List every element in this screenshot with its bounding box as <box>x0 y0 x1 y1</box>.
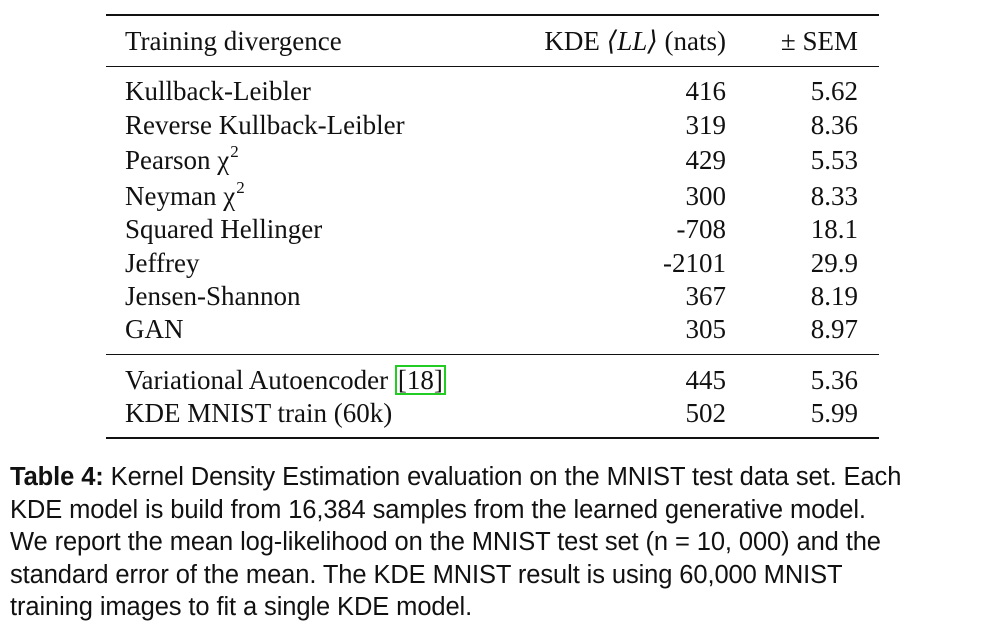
row-sem-value: 5.99 <box>810 398 858 428</box>
table-row: Variational Autoencoder [18] 445 5.36 <box>106 363 879 397</box>
row-sem-value: 5.53 <box>810 145 858 175</box>
header-sem: ± SEM <box>780 26 858 56</box>
caption-label: Table 4: <box>10 463 104 491</box>
row-sem-value: 8.33 <box>810 181 858 211</box>
row-name: Variational Autoencoder [18] <box>125 363 446 397</box>
row-name-superscript: 2 <box>230 142 239 161</box>
row-kde-value: 300 <box>685 181 727 211</box>
table-row: Squared Hellinger -708 18.1 <box>106 212 879 246</box>
row-sem-value: 8.19 <box>810 281 858 311</box>
row-name: Squared Hellinger <box>125 214 323 244</box>
header-training-divergence: Training divergence <box>125 26 342 56</box>
table-caption: Table 4: Kernel Density Estimation evalu… <box>10 461 978 624</box>
row-name: Jensen-Shannon <box>125 281 301 311</box>
row-kde-value: 305 <box>685 314 727 344</box>
caption-line-text: Kernel Density Estimation evaluation on … <box>103 463 902 491</box>
caption-line: standard error of the mean. The KDE MNIS… <box>10 560 843 589</box>
caption-line: training images to fit a single KDE mode… <box>10 593 473 621</box>
row-sem-value: 8.97 <box>810 314 858 344</box>
top-rule <box>106 14 879 16</box>
header-kde-math: ⟨LL⟩ <box>606 26 658 56</box>
header-kde-prefix: KDE <box>544 26 607 56</box>
row-kde-value: 319 <box>685 110 727 140</box>
table-row: Pearson χ2 429 5.53 <box>106 142 879 177</box>
table-row: Jensen-Shannon 367 8.19 <box>106 279 879 313</box>
table-header-row: Training divergence KDE ⟨LL⟩ (nats) ± SE… <box>106 24 879 58</box>
citation-link[interactable]: [18] <box>394 365 446 395</box>
row-name-superscript: 2 <box>236 178 245 197</box>
table-row: Neyman χ2 300 8.33 <box>106 178 879 213</box>
row-sem-value: 5.62 <box>810 76 858 106</box>
row-sem-value: 18.1 <box>810 214 858 244</box>
row-kde-value: 416 <box>685 76 727 106</box>
table-row: GAN 305 8.97 <box>106 312 879 346</box>
row-name: Neyman χ2 <box>125 178 245 217</box>
row-kde-value: 429 <box>685 145 727 175</box>
table-row: Reverse Kullback-Leibler 319 8.36 <box>106 108 879 142</box>
row-name-text: Pearson χ <box>125 145 230 175</box>
bottom-rule <box>106 437 879 439</box>
row-name-text: Neyman χ <box>125 181 236 211</box>
group-separator-rule <box>106 354 879 355</box>
row-kde-value: -2101 <box>663 248 726 278</box>
row-sem-value: 5.36 <box>810 365 858 395</box>
row-sem-value: 8.36 <box>810 110 858 140</box>
row-name: Reverse Kullback-Leibler <box>125 110 405 140</box>
table-row: Jeffrey -2101 29.9 <box>106 246 879 280</box>
caption-line: Table 4: Kernel Density Estimation evalu… <box>10 461 978 494</box>
row-name: KDE MNIST train (60k) <box>125 398 393 428</box>
row-name-text: Variational Autoencoder <box>125 365 395 395</box>
header-kde-suffix: (nats) <box>657 26 726 56</box>
row-kde-value: 502 <box>685 398 727 428</box>
row-name: Jeffrey <box>125 248 200 278</box>
header-rule <box>106 66 879 67</box>
caption-line: We report the mean log-likelihood on the… <box>10 528 881 556</box>
row-kde-value: 445 <box>685 365 727 395</box>
table-row: KDE MNIST train (60k) 502 5.99 <box>106 396 879 430</box>
row-kde-value: 367 <box>685 281 727 311</box>
caption-line: KDE model is build from 16,384 samples f… <box>10 495 866 524</box>
row-name: Pearson χ2 <box>125 142 239 181</box>
table-row: Kullback-Leibler 416 5.62 <box>106 74 879 108</box>
row-name: Kullback-Leibler <box>125 76 311 106</box>
row-kde-value: -708 <box>676 214 727 244</box>
header-kde: KDE ⟨LL⟩ (nats) <box>544 24 726 58</box>
row-name: GAN <box>125 314 184 344</box>
row-sem-value: 29.9 <box>810 248 858 278</box>
